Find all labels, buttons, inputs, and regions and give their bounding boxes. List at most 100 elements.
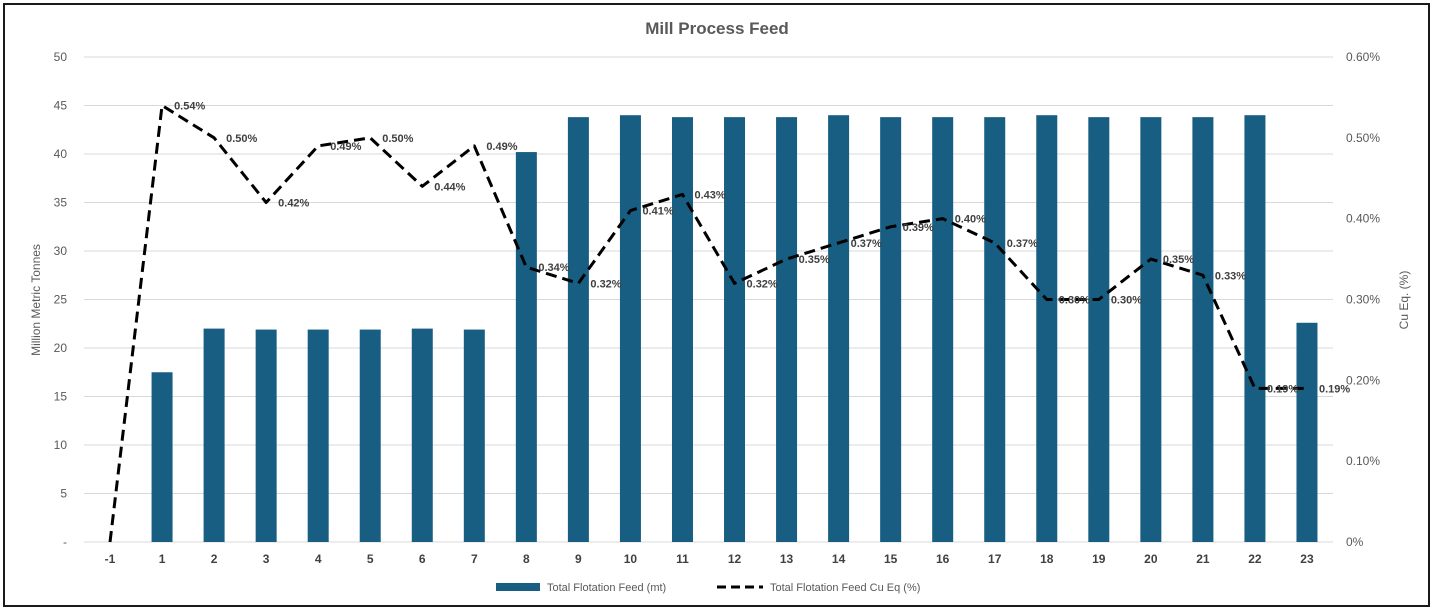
x-tick-label: 1: [159, 552, 166, 566]
y-tick-label-right: 0.40%: [1346, 212, 1380, 226]
bar: [724, 117, 746, 542]
y-tick-label-left: 30: [54, 244, 68, 258]
line-path: [108, 104, 1307, 543]
bar: [515, 152, 537, 542]
x-tick-label: 7: [471, 552, 478, 566]
data-label: 0.44%: [434, 181, 465, 193]
data-label: 0.40%: [955, 214, 986, 226]
x-tick-label: 10: [624, 552, 638, 566]
y-tick-label-left: 50: [54, 50, 68, 64]
data-label: 0.33%: [1215, 270, 1246, 282]
x-tick-label: 18: [1040, 552, 1054, 566]
data-label: 0.32%: [590, 278, 621, 290]
data-label: 0.49%: [330, 141, 361, 153]
x-tick-label: 5: [367, 552, 374, 566]
data-label: 0.35%: [799, 254, 830, 266]
x-tick-label: 3: [263, 552, 270, 566]
data-label: 0.41%: [642, 206, 673, 218]
x-tick-label: 6: [419, 552, 426, 566]
gridlines: [84, 56, 1333, 543]
bar: [463, 329, 485, 542]
y-tick-label-right: 0%: [1346, 535, 1364, 549]
bar: [1088, 117, 1110, 542]
bar: [1192, 117, 1214, 542]
y-tick-label-left: 15: [54, 390, 68, 404]
x-tick-label: 13: [780, 552, 794, 566]
data-label: 0.30%: [1059, 295, 1090, 307]
data-label: 0.50%: [226, 133, 257, 145]
y-tick-label-left: 5: [60, 487, 67, 501]
bar: [151, 372, 173, 542]
legend-label-bars: Total Flotation Feed (mt): [547, 582, 666, 594]
y-tick-label-left: 40: [54, 147, 68, 161]
y-tick-label-right: 0.30%: [1346, 293, 1380, 307]
data-label: 0.35%: [1163, 254, 1194, 266]
x-tick-label: 9: [575, 552, 582, 566]
x-tick-label: 22: [1248, 552, 1262, 566]
y-tick-label-left: 10: [54, 438, 68, 452]
y-axis-left-label: Million Metric Tonnes: [29, 244, 43, 356]
data-label: 0.54%: [174, 101, 205, 113]
data-label: 0.42%: [278, 198, 309, 210]
x-tick-label: 20: [1144, 552, 1158, 566]
bar: [411, 328, 433, 542]
data-label: 0.19%: [1267, 383, 1298, 395]
legend: Total Flotation Feed (mt) Total Flotatio…: [496, 582, 920, 594]
x-tick-label: 21: [1196, 552, 1210, 566]
x-tick-label: 17: [988, 552, 1002, 566]
data-label: 0.49%: [486, 141, 517, 153]
bar: [1296, 322, 1318, 542]
chart-title: Mill Process Feed: [645, 19, 789, 38]
y-tick-label-right: 0.60%: [1346, 50, 1380, 64]
bar: [307, 329, 329, 542]
x-tick-label: 14: [832, 552, 846, 566]
bar: [932, 117, 954, 542]
data-label: 0.30%: [1111, 295, 1142, 307]
y-tick-label-left: 35: [54, 196, 68, 210]
bar: [255, 329, 277, 542]
y-tick-label-right: 0.10%: [1346, 454, 1380, 468]
bar: [203, 328, 225, 542]
bar-series: [151, 115, 1318, 542]
x-tick-label: 12: [728, 552, 742, 566]
x-tick-label: 23: [1300, 552, 1314, 566]
bar: [776, 117, 798, 542]
bar: [567, 117, 589, 542]
data-label: 0.34%: [538, 262, 569, 274]
line-data-labels: 0.54% 0.50% 0.42% 0.49% 0.50% 0.44% 0.49% 0.34%…: [174, 101, 1350, 396]
bar: [1244, 115, 1266, 542]
bar: [828, 115, 850, 542]
y-tick-label-left: 25: [54, 293, 68, 307]
data-label: 0.37%: [851, 238, 882, 250]
x-tick-label: 4: [315, 552, 322, 566]
data-label: 0.19%: [1319, 383, 1350, 395]
line-series: [108, 104, 1307, 543]
chart-frame: [3, 3, 1430, 607]
data-label: 0.39%: [903, 222, 934, 234]
bar: [619, 115, 641, 542]
y-tick-label-left: 20: [54, 341, 68, 355]
y-tick-label-left: -: [63, 535, 67, 549]
x-tick-label: 11: [676, 552, 689, 566]
y-tick-label-right: 0.20%: [1346, 373, 1380, 387]
legend-label-line: Total Flotation Feed Cu Eq (%): [770, 582, 920, 594]
y-tick-label-right: 0.50%: [1346, 131, 1380, 145]
bar: [1140, 117, 1162, 542]
legend-swatch-bars: [496, 583, 540, 591]
y-tick-label-left: 45: [54, 99, 68, 113]
x-tick-label: 16: [936, 552, 950, 566]
data-label: 0.50%: [382, 133, 413, 145]
x-axis-ticks: -1 1 2 3 4 5 6 7 8 9 10 11 12 13 14 15 16 17 18 19 20 21 22 23: [105, 552, 1314, 566]
y-axis-left-ticks: - 5 10 15 20 25 30 35 40 45 50: [54, 50, 68, 549]
data-label: 0.32%: [747, 278, 778, 290]
bar: [880, 117, 902, 542]
x-tick-label: 2: [211, 552, 218, 566]
bar: [671, 117, 693, 542]
x-tick-label: 8: [523, 552, 530, 566]
y-axis-right-ticks: 0% 0.10% 0.20% 0.30% 0.40% 0.50% 0.60%: [1346, 50, 1380, 549]
data-label: 0.37%: [1007, 238, 1038, 250]
bar: [984, 117, 1006, 542]
x-tick-label: 19: [1092, 552, 1106, 566]
x-tick-label: 15: [884, 552, 898, 566]
